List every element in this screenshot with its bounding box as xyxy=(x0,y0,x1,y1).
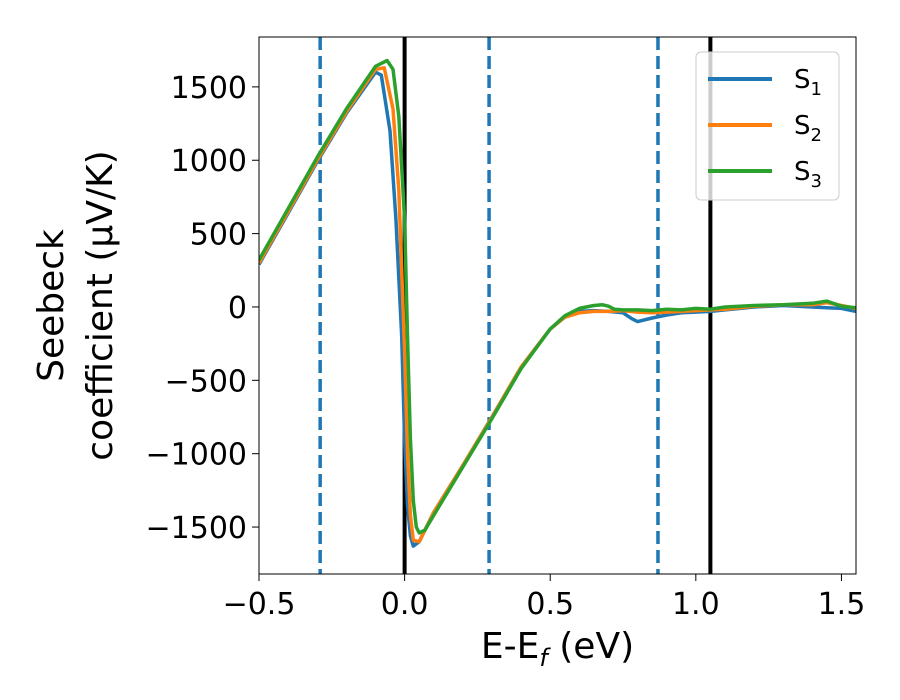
x-axis-title-tail: (eV) xyxy=(548,626,634,667)
y-tick-label: 1500 xyxy=(171,71,247,106)
x-tick-label: 1.5 xyxy=(818,587,866,622)
x-axis: −0.5 0.0 0.5 1.0 1.5 xyxy=(223,574,866,622)
legend-label-S1: S1 xyxy=(794,65,822,100)
y-tick-label: 1000 xyxy=(171,144,247,179)
x-tick-label: 1.0 xyxy=(672,587,720,622)
y-axis-title-line1: Seebeck xyxy=(31,229,72,382)
x-axis-title-base: E-E xyxy=(481,626,539,667)
reference-lines xyxy=(318,37,713,574)
legend: S1 S2 S3 xyxy=(695,51,840,201)
legend-label-S2: S2 xyxy=(794,111,822,146)
legend-label-S3: S3 xyxy=(794,157,822,192)
x-tick-label: 0.0 xyxy=(381,587,429,622)
series-line-S3 xyxy=(259,58,856,535)
y-tick-label: −1000 xyxy=(146,438,247,473)
y-tick-label: −500 xyxy=(165,364,247,399)
y-tick-label: 0 xyxy=(228,291,247,326)
y-axis-title-line2: coefficient (μV/K) xyxy=(80,150,121,460)
x-tick-label: 0.5 xyxy=(526,587,574,622)
y-tick-label: −1500 xyxy=(146,511,247,546)
plot-frame xyxy=(258,36,857,575)
x-axis-title: E-Ef (eV) xyxy=(481,626,634,672)
y-tick-label: 500 xyxy=(190,218,247,253)
y-axis-title: Seebeck coefficient (μV/K) xyxy=(31,150,121,460)
series-lines xyxy=(259,58,856,548)
y-axis: −1500 −1000 −500 0 500 1000 1500 xyxy=(146,71,259,546)
x-tick-label: −0.5 xyxy=(223,587,296,622)
